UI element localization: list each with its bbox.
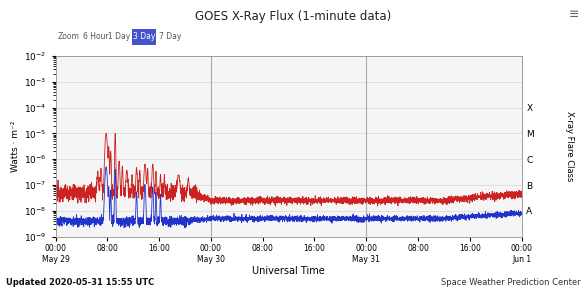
Text: 7 Day: 7 Day (159, 32, 181, 41)
Y-axis label: X-ray Flare Class: X-ray Flare Class (565, 111, 574, 181)
Text: Zoom: Zoom (57, 32, 79, 41)
Text: GOES X-Ray Flux (1-minute data): GOES X-Ray Flux (1-minute data) (195, 10, 391, 23)
Text: ≡: ≡ (568, 8, 579, 21)
Text: Space Weather Prediction Center: Space Weather Prediction Center (441, 278, 580, 287)
Text: Updated 2020-05-31 15:55 UTC: Updated 2020-05-31 15:55 UTC (6, 278, 154, 287)
Text: 6 Hour: 6 Hour (83, 32, 108, 41)
Y-axis label: Watts · m⁻²: Watts · m⁻² (11, 121, 20, 172)
X-axis label: Universal Time: Universal Time (252, 266, 325, 276)
Text: 1 Day: 1 Day (108, 32, 130, 41)
Text: 3 Day: 3 Day (133, 32, 155, 41)
